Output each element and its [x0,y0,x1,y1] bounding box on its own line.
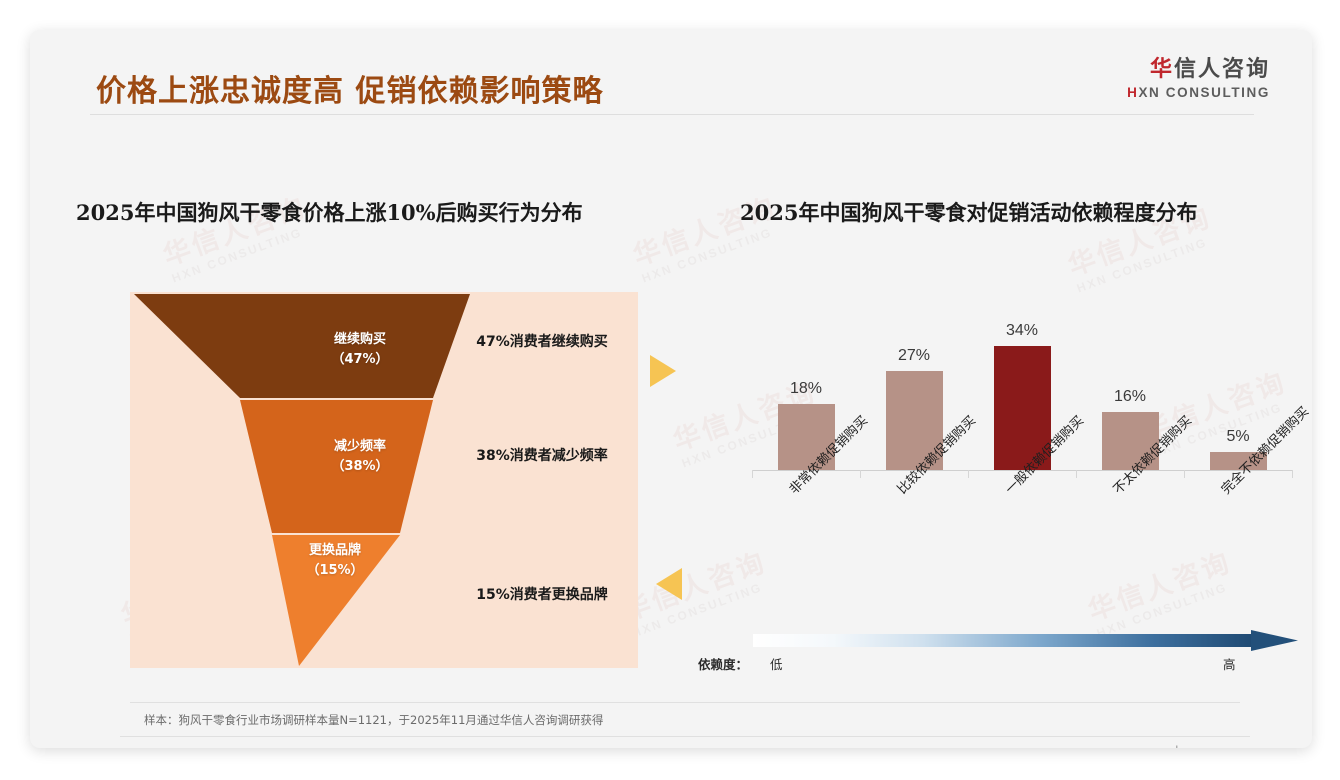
funnel-segment-1 [240,400,433,533]
bar-value-label: 5% [1226,428,1250,445]
gradient-arrow-icon [753,630,1298,651]
funnel-label: 减少频率 （38%） [331,439,389,474]
legend-high-label: 高 [1223,657,1236,672]
axis-tick [1184,470,1185,478]
right-chart-title: 2025年中国狗风干零食对促销活动依赖程度分布 [740,200,1198,225]
axis-tick [752,470,753,478]
funnel-label: 继续购买 （47%） [331,332,389,367]
bar-rect[interactable] [777,404,835,470]
logo-cn-rest: 信人咨询 [1173,57,1270,82]
funnel-annotation: 15%消费者更换品牌 [476,587,608,603]
watermark-en: HXN CONSULTING [640,225,775,286]
logo-chinese-text: 华信人咨询 [1127,57,1270,82]
funnel-annotation: 38%消费者减少频率 [476,448,608,464]
funnel-annotation: 47%消费者继续购买 [476,334,608,350]
header-divider [90,114,1254,115]
funnel-label: 更换品牌 （15%） [306,543,364,578]
copyright-text: ©2026.1 HXR华信人咨询 [130,744,279,748]
funnel-shapes [134,294,470,666]
brand-logo: 华信人咨询 HXN CONSULTING [1127,57,1270,100]
bar-chart: 18% 27% 34% 16% 5% 非常依赖促销购买 比较依赖促销购买 一般依赖促销购买不… [730,292,1312,622]
logo-en-highlight: H [1127,85,1139,101]
axis-tick [1292,470,1293,478]
left-chart-title: 2025年中国狗风干零食价格上涨10%后购买行为分布 [76,200,583,225]
legend-title: 依赖度： [698,657,749,672]
bar-value-label: 16% [1113,388,1147,405]
slide-card: 华信人咨询 HXN CONSULTING 华信人咨询 HXN CONSULTIN… [30,30,1312,748]
bar-column: 34% [968,292,1076,470]
funnel-chart: 继续购买 （47%） 减少频率 （38%） 更换品牌 （15%） 47%消费者继续购买… [130,292,638,668]
website-text: www.hxrcon.com [1146,744,1240,748]
bar-value-label: 34% [1005,322,1039,339]
bar-rect[interactable] [1209,452,1267,470]
bar-value-label: 27% [897,347,931,364]
bar-plot-area: 18% 27% 34% 16% 5% [752,292,1292,470]
axis-tick [1076,470,1077,478]
axis-tick [860,470,861,478]
bar-value-label: 18% [789,380,823,397]
funnel-segment-0 [134,294,470,398]
watermark-en: HXN CONSULTING [170,225,305,286]
dependency-legend: 依赖度： 低 高 [698,626,1298,686]
sample-divider [130,702,1240,703]
page-title: 价格上涨忠诚度高 促销依赖影响策略 [96,74,604,109]
bar-column: 27% [860,292,968,470]
bar-rect[interactable] [993,346,1051,470]
watermark-en: HXN CONSULTING [1075,235,1210,296]
bar-column: 16% [1076,292,1184,470]
logo-cn-highlight: 华 [1149,57,1174,82]
bar-rect[interactable] [1101,412,1159,470]
legend-low-label: 低 [770,657,783,672]
bar-column: 18% [752,292,860,470]
bar-column: 5% [1184,292,1292,470]
sample-note: 样本：狗风干零食行业市场调研样本量N=1121，于2025年11月通过华信人咨询… [144,713,604,727]
bar-rect[interactable] [885,371,943,470]
bar-x-axis [752,470,1292,471]
triangle-left-icon [656,568,682,600]
axis-tick [968,470,969,478]
funnel-segment-2 [272,535,400,666]
footer-divider [120,736,1250,737]
logo-english-text: HXN CONSULTING [1127,85,1270,100]
header: 价格上涨忠诚度高 促销依赖影响策略 华信人咨询 HXN CONSULTING [30,30,1312,122]
triangle-right-icon [650,355,676,387]
logo-en-rest: XN CONSULTING [1138,85,1270,101]
